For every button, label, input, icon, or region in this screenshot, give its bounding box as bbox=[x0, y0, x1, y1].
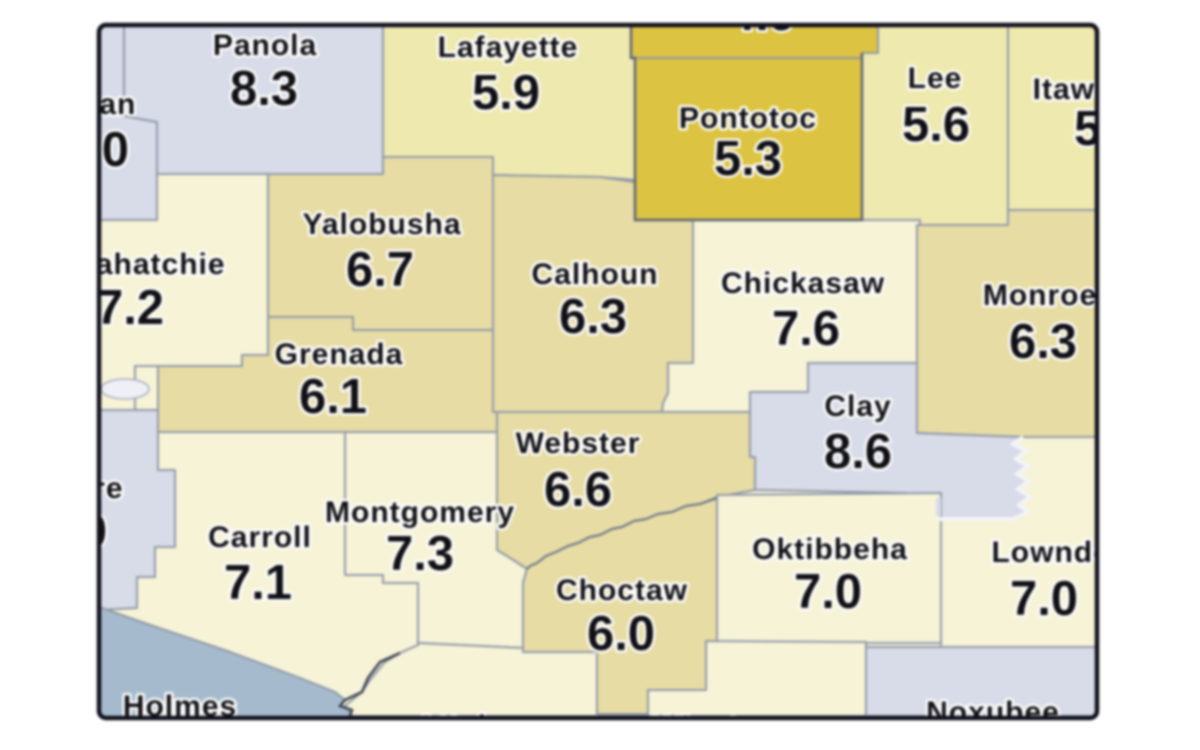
svg-text:Attala: Attala bbox=[415, 710, 504, 743]
svg-text:5.3: 5.3 bbox=[714, 132, 782, 186]
svg-text:Panola: Panola bbox=[213, 29, 317, 62]
svg-text:6.3: 6.3 bbox=[1009, 315, 1077, 369]
svg-text:Winston: Winston bbox=[652, 711, 777, 744]
svg-text:8.6: 8.6 bbox=[824, 425, 892, 479]
svg-text:7.6: 7.6 bbox=[772, 302, 840, 356]
svg-text:Clay: Clay bbox=[824, 390, 891, 423]
svg-text:6.3: 6.3 bbox=[559, 290, 627, 344]
svg-text:7.2: 7.2 bbox=[96, 281, 164, 335]
svg-text:7.3: 7.3 bbox=[386, 527, 454, 581]
svg-text:5.4: 5.4 bbox=[1074, 102, 1142, 156]
svg-text:Pontotoc: Pontotoc bbox=[679, 102, 817, 135]
svg-text:Yalobusha: Yalobusha bbox=[302, 208, 461, 241]
svg-text:Choctaw: Choctaw bbox=[556, 574, 688, 607]
svg-text:Lowndes: Lowndes bbox=[991, 536, 1128, 569]
svg-text:Oktibbeha: Oktibbeha bbox=[752, 533, 908, 566]
svg-text:Holmes: Holmes bbox=[123, 690, 237, 723]
svg-text:Calhoun: Calhoun bbox=[532, 258, 659, 291]
svg-text:Leflore: Leflore bbox=[16, 472, 123, 505]
svg-text:Monroe: Monroe bbox=[983, 279, 1097, 312]
svg-text:Webster: Webster bbox=[516, 427, 641, 460]
svg-text:7.0: 7.0 bbox=[794, 565, 862, 619]
svg-text:6.6: 6.6 bbox=[544, 463, 612, 517]
svg-text:Montgomery: Montgomery bbox=[325, 496, 515, 529]
svg-text:6.7: 6.7 bbox=[346, 243, 414, 297]
svg-text:4.9: 4.9 bbox=[728, 0, 796, 41]
svg-text:7.0: 7.0 bbox=[1010, 572, 1078, 626]
svg-text:7.9: 7.9 bbox=[39, 505, 107, 559]
svg-text:Itawamba: Itawamba bbox=[1033, 73, 1178, 106]
svg-text:Chickasaw: Chickasaw bbox=[721, 267, 885, 300]
svg-text:Lafayette: Lafayette bbox=[438, 31, 579, 64]
svg-text:7.1: 7.1 bbox=[224, 556, 292, 610]
svg-text:Tallahatchie: Tallahatchie bbox=[42, 248, 225, 281]
svg-text:5.6: 5.6 bbox=[902, 98, 970, 152]
svg-text:5.9: 5.9 bbox=[472, 66, 540, 120]
svg-text:Grenada: Grenada bbox=[275, 338, 404, 371]
svg-text:6.1: 6.1 bbox=[299, 370, 367, 424]
svg-text:8.3: 8.3 bbox=[230, 62, 298, 116]
svg-text:Noxubee: Noxubee bbox=[926, 696, 1060, 729]
svg-text:6.0: 6.0 bbox=[587, 607, 655, 661]
svg-text:9.0: 9.0 bbox=[61, 123, 129, 177]
svg-text:Quitman: Quitman bbox=[8, 88, 137, 121]
svg-text:Lee: Lee bbox=[908, 62, 963, 95]
svg-text:Carroll: Carroll bbox=[208, 521, 312, 554]
